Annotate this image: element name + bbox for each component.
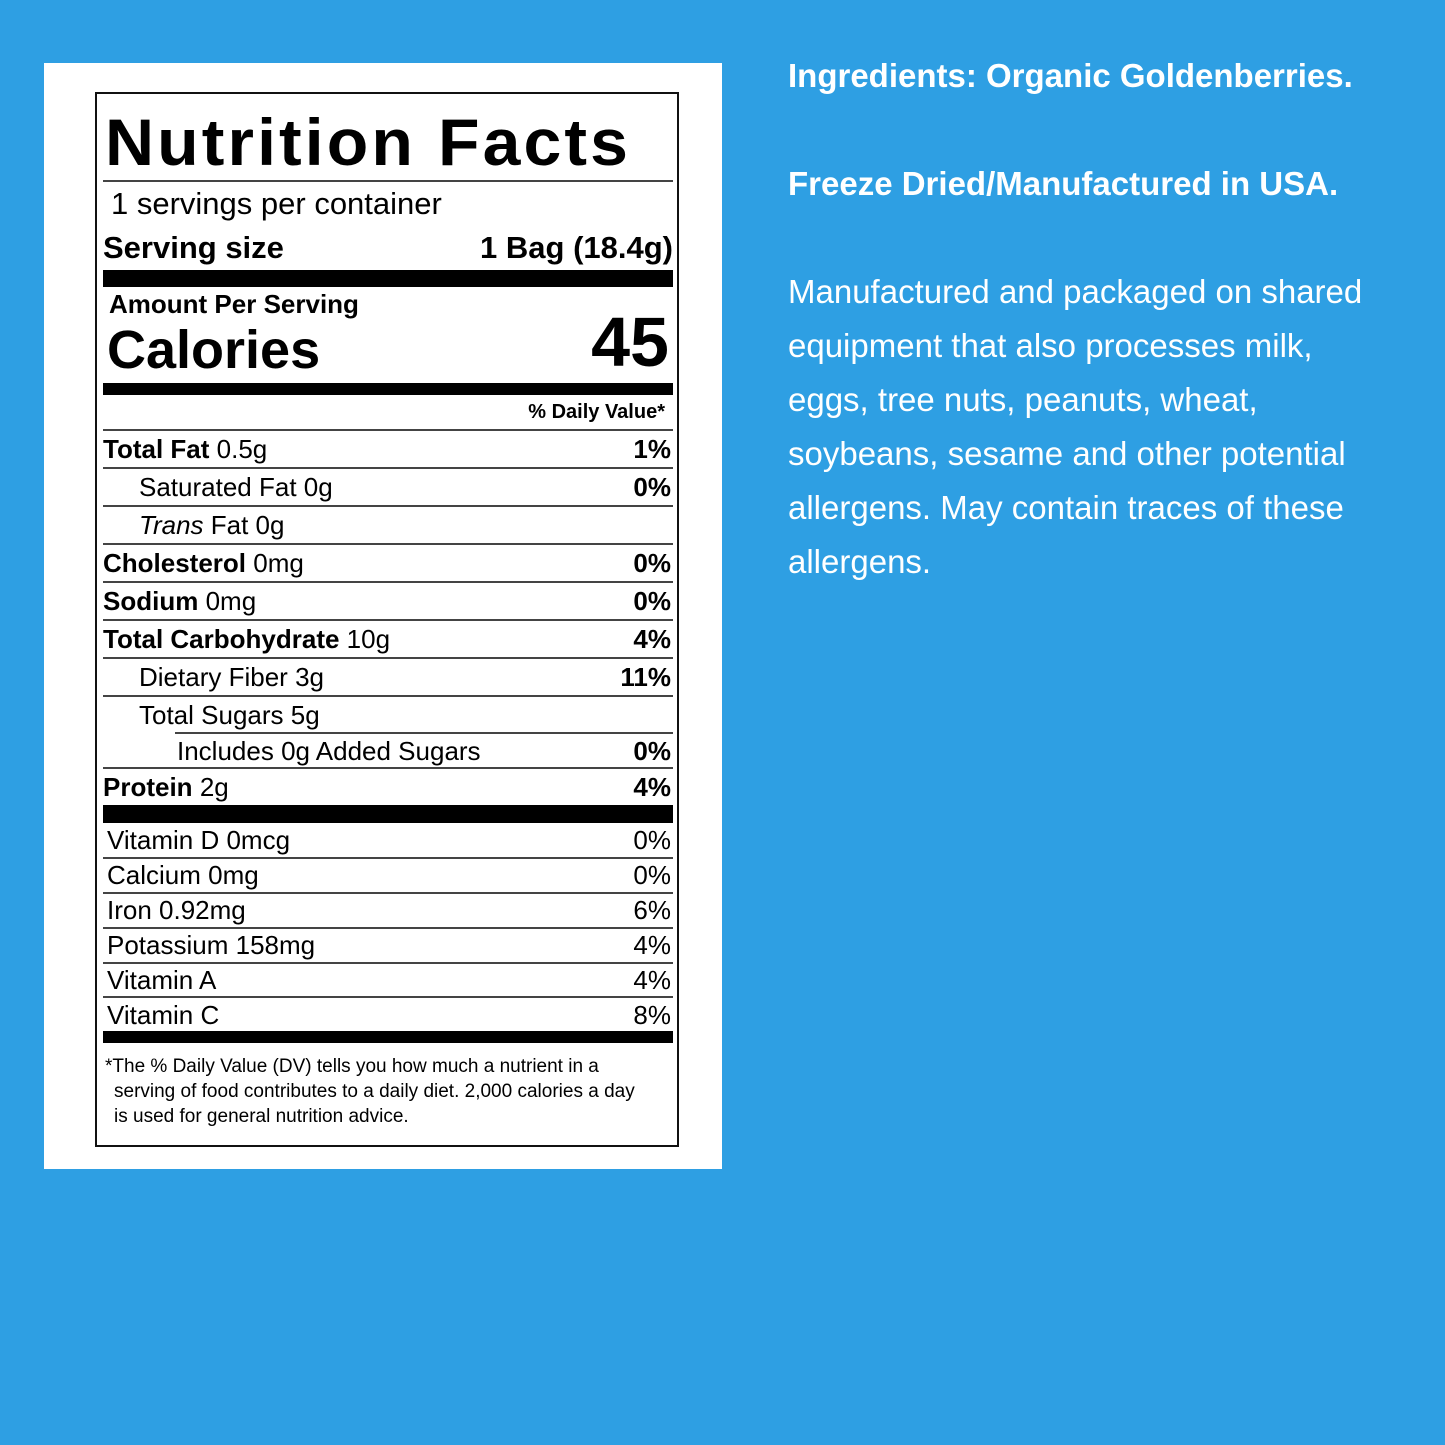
nutrient-dv: 4%: [633, 624, 671, 654]
ingredients-text: Ingredients: Organic Goldenberries.: [788, 57, 1353, 94]
divider: [103, 429, 673, 431]
nutrient-amount: 5g: [290, 699, 320, 730]
divider: [103, 581, 673, 583]
nutrient-amount: 0.5g: [216, 434, 268, 464]
nutrient-name: Total Fat: [103, 434, 210, 464]
vitamin-row: Calcium 0mg 0%: [103, 858, 673, 892]
nutrient-name: Sodium: [103, 586, 199, 616]
nutrient-row-total-fat: Total Fat 0.5g 1%: [103, 431, 673, 468]
vitamin-dv: 4%: [633, 929, 671, 960]
vitamin-name: Potassium 158mg: [107, 929, 316, 960]
servings-per-container: 1 servings per container: [111, 186, 442, 221]
divider: [103, 892, 673, 894]
thick-divider: [103, 270, 673, 287]
nutrient-dv: 4%: [633, 771, 671, 802]
footnote: *The % Daily Value (DV) tells you how mu…: [105, 1056, 635, 1127]
nutrient-name: Cholesterol: [103, 548, 247, 578]
divider: [175, 732, 673, 734]
vitamin-row: Vitamin D 0mcg 0%: [103, 823, 673, 857]
vitamin-dv: 0%: [633, 824, 671, 855]
nutrient-amount: 2g: [199, 771, 229, 802]
nutrient-amount: 0mg: [253, 548, 304, 578]
nutrient-dv: 1%: [633, 434, 671, 464]
nutrient-name: Includes 0g Added Sugars: [177, 735, 481, 766]
vitamin-dv: 8%: [633, 999, 671, 1030]
nutrient-row-total-carbohydrate: Total Carbohydrate 10g 4%: [103, 621, 673, 658]
label-title: Nutrition Facts: [105, 105, 632, 179]
nutrient-dv: 0%: [633, 548, 671, 578]
nutrient-row-added-sugars: Includes 0g Added Sugars 0%: [103, 734, 673, 768]
serving-size-label: Serving size: [103, 230, 284, 265]
vitamin-row: Vitamin C 8%: [103, 998, 673, 1032]
vitamin-row: Iron 0.92mg 6%: [103, 893, 673, 927]
allergen-text: Manufactured and packaged on shared equi…: [788, 273, 1363, 580]
nutrient-dv: 11%: [620, 662, 671, 692]
nutrient-row-total-sugars: Total Sugars 5g: [103, 697, 673, 733]
vitamin-name: Vitamin C: [107, 999, 220, 1030]
nutrient-row-dietary-fiber: Dietary Fiber 3g 11%: [103, 659, 673, 696]
vitamin-dv: 0%: [633, 859, 671, 890]
divider: [103, 467, 673, 469]
divider: [103, 619, 673, 621]
nutrient-amount: 3g: [295, 662, 324, 692]
divider: [103, 927, 673, 929]
daily-value-header: % Daily Value*: [528, 401, 665, 423]
calories-value: 45: [591, 303, 669, 381]
nutrient-dv: 0%: [633, 735, 671, 766]
nutrient-name: Saturated Fat: [139, 472, 297, 502]
nutrient-name: Protein: [103, 771, 193, 802]
nutrient-name: Trans: [139, 510, 204, 540]
nutrient-name: Dietary Fiber: [139, 662, 288, 692]
vitamin-row: Vitamin A 4%: [103, 963, 673, 997]
label-panel: [44, 63, 722, 1169]
nutrition-facts-label: Nutrition Facts 1 servings per container…: [95, 92, 679, 1147]
vitamin-name: Vitamin D 0mcg: [107, 824, 291, 855]
vitamin-name: Vitamin A: [107, 964, 217, 995]
vitamin-dv: 6%: [633, 894, 671, 925]
nutrient-amount: Fat 0g: [210, 510, 285, 540]
thick-divider: [103, 805, 673, 823]
thick-divider: [103, 1031, 673, 1043]
vitamin-dv: 4%: [633, 964, 671, 995]
nutrient-row-sodium: Sodium 0mg 0%: [103, 583, 673, 620]
nutrient-dv: 0%: [633, 472, 671, 502]
nutrient-row-protein: Protein 2g 4%: [103, 769, 673, 805]
divider: [103, 996, 673, 998]
divider: [103, 962, 673, 964]
divider: [103, 505, 673, 507]
nutrient-row-cholesterol: Cholesterol 0mg 0%: [103, 545, 673, 582]
vitamin-name: Calcium 0mg: [107, 859, 259, 890]
divider: [103, 767, 673, 769]
amount-per-serving: Amount Per Serving: [109, 289, 359, 319]
divider: [103, 657, 673, 659]
vitamin-name: Iron 0.92mg: [107, 894, 246, 925]
vitamin-row: Potassium 158mg 4%: [103, 928, 673, 962]
nutrient-name: Total Carbohydrate: [103, 624, 340, 654]
origin-text: Freeze Dried/Manufactured in USA.: [788, 165, 1339, 202]
thick-divider: [103, 383, 673, 395]
nutrient-row-trans-fat: Trans Fat 0g: [103, 507, 673, 544]
nutrient-row-saturated-fat: Saturated Fat 0g 0%: [103, 469, 673, 506]
divider: [103, 180, 673, 182]
divider: [103, 543, 673, 545]
divider: [103, 695, 673, 697]
divider: [103, 857, 673, 859]
calories-label: Calories: [107, 320, 321, 380]
nutrient-name: Total Sugars: [139, 699, 284, 730]
nutrient-amount: 10g: [346, 624, 391, 654]
nutrient-dv: 0%: [633, 586, 671, 616]
serving-size-value: 1 Bag (18.4g): [480, 230, 673, 265]
nutrient-amount: 0mg: [205, 586, 257, 616]
nutrient-amount: 0g: [303, 472, 333, 502]
serving-size-row: Serving size 1 Bag (18.4g): [103, 228, 673, 268]
